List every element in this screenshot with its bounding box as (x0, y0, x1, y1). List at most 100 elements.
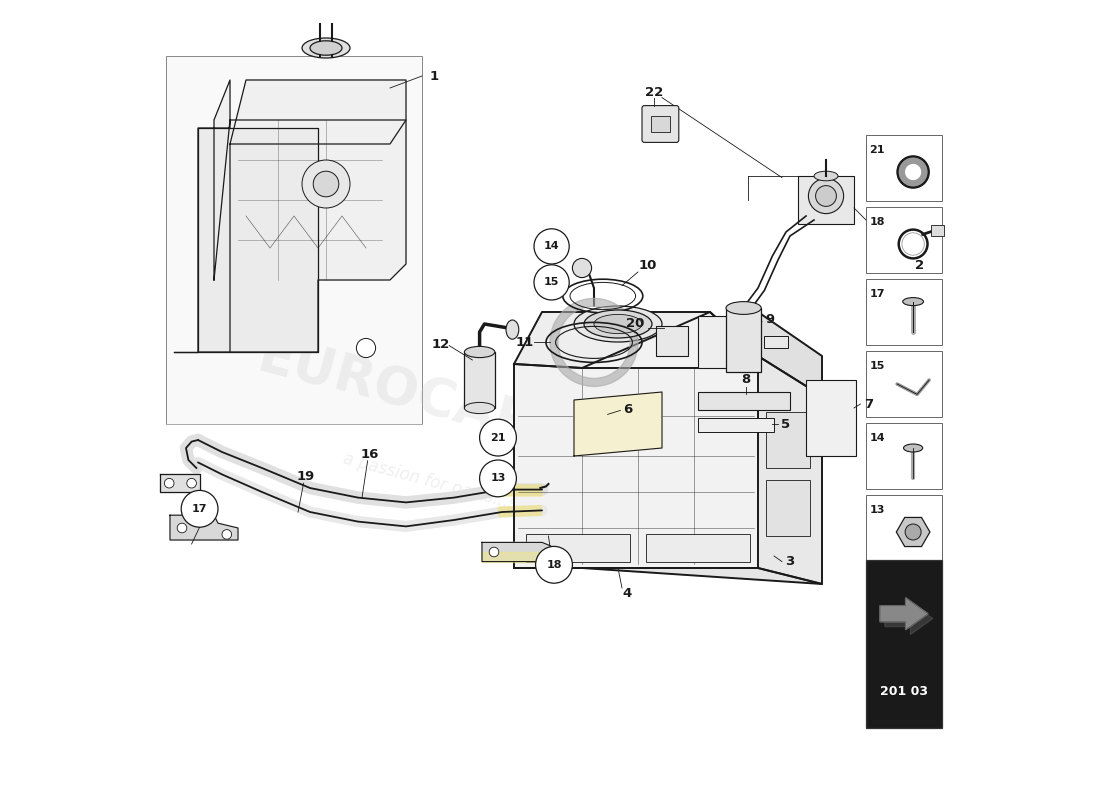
Text: 12: 12 (431, 338, 450, 350)
Ellipse shape (594, 314, 642, 334)
Circle shape (534, 265, 569, 300)
Circle shape (187, 478, 197, 488)
Text: 11: 11 (515, 336, 534, 349)
Text: 15: 15 (869, 361, 884, 370)
Circle shape (302, 160, 350, 208)
Polygon shape (482, 552, 558, 562)
Bar (766, 480, 810, 536)
Circle shape (815, 186, 836, 206)
Text: 4: 4 (623, 587, 631, 600)
Polygon shape (482, 542, 558, 562)
Circle shape (572, 258, 592, 278)
Text: 5: 5 (781, 418, 791, 430)
Bar (866, 423, 942, 489)
Bar (464, 352, 495, 408)
Ellipse shape (726, 302, 761, 314)
Text: 13: 13 (491, 474, 506, 483)
Polygon shape (230, 80, 406, 352)
Circle shape (534, 229, 569, 264)
Bar (866, 495, 942, 561)
Circle shape (356, 338, 375, 358)
Text: 13: 13 (869, 505, 884, 515)
Polygon shape (170, 515, 238, 540)
FancyBboxPatch shape (642, 106, 679, 142)
Bar (931, 225, 944, 236)
Bar (866, 207, 942, 273)
Text: 14: 14 (543, 242, 560, 251)
Polygon shape (160, 474, 199, 492)
Bar (806, 380, 856, 456)
Polygon shape (574, 392, 662, 456)
Text: 20: 20 (626, 318, 645, 330)
Polygon shape (758, 356, 822, 584)
Text: 7: 7 (864, 398, 873, 410)
Circle shape (536, 546, 572, 583)
Ellipse shape (903, 444, 923, 452)
Text: 1: 1 (429, 70, 439, 82)
Text: 10: 10 (638, 259, 657, 272)
Ellipse shape (464, 402, 495, 414)
Text: 14: 14 (869, 433, 884, 443)
Text: 2: 2 (915, 259, 924, 272)
Text: 16: 16 (361, 448, 379, 461)
Polygon shape (514, 568, 822, 584)
Text: 21: 21 (491, 433, 506, 442)
Circle shape (480, 460, 516, 497)
Text: 18: 18 (547, 560, 562, 570)
Text: 17: 17 (869, 289, 884, 299)
Text: 201 03: 201 03 (880, 685, 928, 698)
Bar (763, 336, 788, 348)
Circle shape (905, 524, 921, 540)
Circle shape (182, 490, 218, 527)
Bar (726, 308, 761, 372)
Bar (646, 534, 750, 562)
Text: 9: 9 (766, 314, 774, 326)
Circle shape (164, 478, 174, 488)
Circle shape (314, 171, 339, 197)
Bar (866, 135, 942, 201)
Bar (166, 56, 422, 424)
Text: 19: 19 (297, 470, 315, 483)
Polygon shape (174, 128, 318, 352)
Circle shape (480, 419, 516, 456)
Bar (766, 412, 810, 468)
Text: a passion for parts...since 1965: a passion for parts...since 1965 (341, 450, 598, 534)
Ellipse shape (574, 306, 662, 342)
Ellipse shape (903, 298, 924, 306)
Polygon shape (880, 598, 928, 630)
Polygon shape (884, 602, 933, 634)
Circle shape (808, 178, 844, 214)
Bar (698, 418, 774, 432)
Bar (866, 351, 942, 417)
Ellipse shape (464, 346, 495, 358)
Text: 21: 21 (869, 145, 884, 154)
Polygon shape (198, 80, 406, 352)
Polygon shape (514, 312, 758, 568)
Circle shape (543, 551, 553, 561)
Ellipse shape (310, 41, 342, 55)
Bar (798, 176, 854, 224)
Text: 15: 15 (543, 278, 559, 287)
Ellipse shape (302, 38, 350, 58)
Ellipse shape (814, 171, 838, 181)
Bar (698, 392, 790, 410)
Bar (526, 534, 630, 562)
Bar (651, 116, 670, 132)
Bar (698, 316, 758, 368)
Circle shape (177, 523, 187, 533)
Text: 3: 3 (785, 555, 794, 568)
Text: 17: 17 (191, 504, 207, 514)
Ellipse shape (584, 310, 652, 338)
Polygon shape (758, 312, 822, 396)
Text: 6: 6 (623, 403, 632, 416)
Bar (656, 326, 688, 356)
Ellipse shape (506, 320, 519, 339)
Bar (866, 560, 942, 728)
Circle shape (490, 547, 498, 557)
Text: 18: 18 (869, 217, 884, 227)
Bar (866, 279, 942, 345)
Text: 22: 22 (645, 86, 663, 98)
Text: EUROCARPARTS: EUROCARPARTS (252, 330, 720, 502)
Text: 8: 8 (741, 373, 750, 386)
Circle shape (222, 530, 232, 539)
